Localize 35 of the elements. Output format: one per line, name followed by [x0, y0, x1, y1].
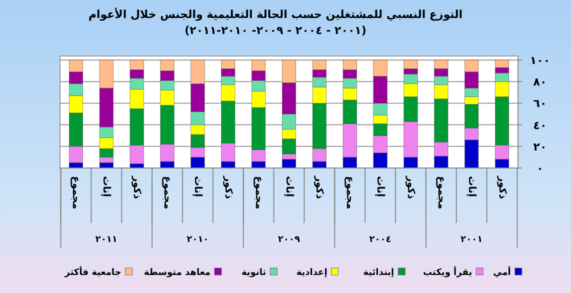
x-tick-label: إناث	[374, 176, 386, 197]
x-tick-label: ذكور	[131, 175, 142, 199]
text: ٢٠٠٩	[278, 235, 300, 245]
x-tick-label: إناث	[466, 176, 477, 197]
x-tick-label: مجموع	[70, 176, 82, 210]
legend-label: جامعية فأكثر	[64, 266, 122, 278]
text: ٢٠٠١	[460, 235, 483, 245]
text: ٢٠١٠	[186, 235, 209, 245]
text: ٢٠٠٤	[369, 235, 392, 245]
legend-label: معاهد متوسطة	[144, 268, 210, 278]
x-tick-label: ذكور	[222, 175, 234, 199]
y-tick-label: ٠	[536, 162, 544, 175]
y-tick-label: ٦٠	[533, 97, 547, 110]
x-tick-label: إناث	[192, 176, 203, 197]
legend-label: إعدادية	[296, 268, 328, 278]
x-tick-label: مجموع	[162, 176, 173, 210]
legend-label: ثانوية	[241, 268, 266, 278]
chart-title: التوزع النسبي للمشتغلين حسب الحالة التعليمية والجنس خلال الأعوام	[88, 7, 463, 21]
y-tick-label: ١٠٠	[530, 54, 550, 67]
y-tick-label: ٢٠	[533, 140, 547, 154]
x-tick-label: ذكور	[314, 175, 325, 199]
x-tick-label: مجموع	[252, 176, 264, 210]
legend-label: أمي	[493, 266, 511, 278]
chart-subtitle: (٢٠٠١ - ٢٠٠٤ - ٢٠٠٩- ٢٠١٠-٢٠١١)	[184, 24, 366, 37]
y-tick-label: ٨٠	[533, 76, 547, 89]
legend-label: إبتدائية	[363, 268, 394, 278]
text: ٢٠١١	[95, 235, 118, 245]
x-tick-label: ذكور	[496, 175, 508, 199]
x-tick-label: مجموع	[344, 176, 356, 210]
x-tick-label: مجموع	[435, 176, 446, 210]
x-tick-label: إناث	[100, 176, 112, 197]
x-tick-label: إناث	[283, 176, 294, 197]
x-tick-label: ذكور	[404, 175, 416, 199]
legend-label: يقرأ ويكتب	[423, 266, 472, 278]
y-tick-label: ٤٠	[533, 118, 547, 132]
